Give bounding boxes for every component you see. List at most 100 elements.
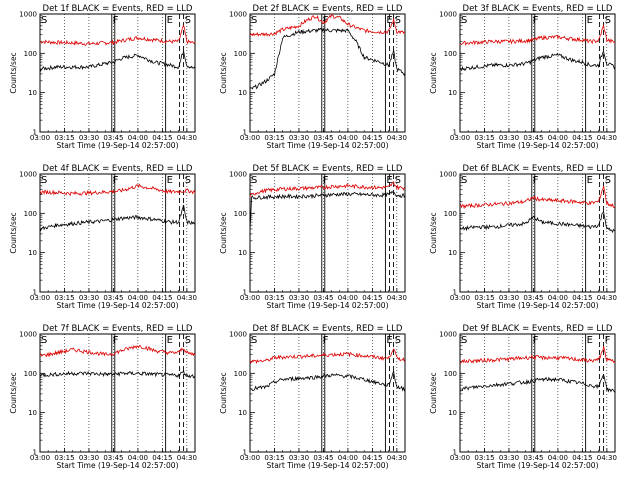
x-tick-label: 04:15 bbox=[362, 454, 382, 462]
x-tick-label: 04:00 bbox=[338, 454, 358, 462]
marker-label: S bbox=[395, 175, 401, 186]
marker-label: F bbox=[323, 335, 329, 346]
y-tick-label: 100 bbox=[444, 50, 457, 58]
marker-label: F bbox=[533, 15, 539, 26]
x-tick-label: 04:30 bbox=[387, 294, 407, 302]
panel-title: Det 3f BLACK = Events, RED = LLD bbox=[463, 4, 613, 14]
x-tick-label: 03:15 bbox=[264, 294, 284, 302]
detector-panel-4: Det 4f BLACK = Events, RED = LLD 03:00 03:… bbox=[9, 164, 197, 310]
x-tick-label: 03:15 bbox=[54, 294, 74, 302]
marker-label: S bbox=[185, 175, 191, 186]
marker-label: F bbox=[533, 335, 539, 346]
x-tick-label: 04:15 bbox=[362, 134, 382, 142]
plot-frame bbox=[249, 173, 406, 293]
events-series-line bbox=[39, 369, 196, 379]
x-tick-label: 03:00 bbox=[240, 294, 260, 302]
x-tick-label: 03:30 bbox=[79, 454, 99, 462]
x-tick-label: 04:00 bbox=[338, 134, 358, 142]
marker-label: E bbox=[587, 335, 593, 346]
marker-label: S bbox=[461, 175, 467, 186]
y-tick-label: 1000 bbox=[439, 331, 457, 339]
x-tick-label: 04:30 bbox=[597, 294, 617, 302]
y-axis-label: Counts/sec bbox=[429, 372, 438, 413]
marker-label: S bbox=[395, 15, 401, 26]
x-tick-label: 03:15 bbox=[474, 134, 494, 142]
y-tick-label: 1000 bbox=[19, 331, 37, 339]
y-tick-label: 10 bbox=[448, 89, 457, 97]
x-tick-label: 04:15 bbox=[572, 134, 592, 142]
x-axis-label: Start Time (19-Sep-14 02:57:00) bbox=[267, 141, 389, 150]
lld-series-line bbox=[249, 181, 406, 198]
y-tick-label: 10 bbox=[238, 89, 247, 97]
marker-label: S bbox=[41, 175, 47, 186]
x-tick-label: 04:00 bbox=[548, 454, 568, 462]
x-axis-label: Start Time (19-Sep-14 02:57:00) bbox=[477, 461, 599, 470]
y-axis-label: Counts/sec bbox=[219, 372, 228, 413]
x-tick-label: 03:00 bbox=[30, 134, 50, 142]
y-axis-label: Counts/sec bbox=[429, 212, 438, 253]
events-series-line bbox=[249, 190, 406, 230]
lld-series-line bbox=[249, 348, 406, 365]
marker-label: E bbox=[386, 15, 392, 26]
detector-panel-6: Det 6f BLACK = Events, RED = LLD 03:00 03:… bbox=[429, 164, 617, 310]
y-tick-label: 10 bbox=[28, 89, 37, 97]
panel-title: Det 4f BLACK = Events, RED = LLD bbox=[43, 164, 193, 174]
x-tick-label: 03:00 bbox=[450, 134, 470, 142]
x-tick-label: 04:15 bbox=[152, 454, 172, 462]
plot-frame bbox=[249, 13, 406, 133]
y-axis-label: Counts/sec bbox=[219, 52, 228, 93]
detector-panel-3: Det 3f BLACK = Events, RED = LLD 03:00 03:… bbox=[429, 4, 617, 150]
events-series-line bbox=[459, 210, 616, 234]
panel-title: Det 9f BLACK = Events, RED = LLD bbox=[463, 324, 613, 334]
y-tick-label: 1 bbox=[453, 129, 457, 137]
x-tick-label: 04:15 bbox=[572, 294, 592, 302]
y-tick-label: 1000 bbox=[439, 171, 457, 179]
plot-frame bbox=[39, 13, 196, 133]
x-tick-label: 03:30 bbox=[289, 294, 309, 302]
x-tick-label: 04:15 bbox=[362, 294, 382, 302]
marker-label: F bbox=[113, 175, 119, 186]
x-tick-label: 03:15 bbox=[474, 454, 494, 462]
x-tick-label: 03:00 bbox=[450, 454, 470, 462]
y-tick-label: 1 bbox=[243, 289, 247, 297]
y-tick-label: 10 bbox=[238, 249, 247, 257]
marker-label: F bbox=[533, 175, 539, 186]
marker-label: S bbox=[41, 15, 47, 26]
y-tick-label: 1 bbox=[33, 289, 37, 297]
plot-frame bbox=[459, 173, 616, 293]
marker-label: S bbox=[251, 335, 257, 346]
y-tick-label: 10 bbox=[28, 409, 37, 417]
x-tick-label: 03:30 bbox=[499, 134, 519, 142]
x-tick-label: 03:45 bbox=[313, 294, 333, 302]
x-axis-label: Start Time (19-Sep-14 02:57:00) bbox=[267, 461, 389, 470]
x-tick-label: 03:00 bbox=[240, 454, 260, 462]
marker-label: E bbox=[386, 175, 392, 186]
x-tick-label: 03:00 bbox=[450, 294, 470, 302]
panel-title: Det 5f BLACK = Events, RED = LLD bbox=[253, 164, 403, 174]
y-tick-label: 100 bbox=[444, 210, 457, 218]
y-tick-label: 10 bbox=[448, 249, 457, 257]
y-tick-label: 100 bbox=[234, 210, 247, 218]
events-series-line bbox=[39, 204, 196, 232]
plot-frame bbox=[459, 13, 616, 133]
y-tick-label: 1000 bbox=[229, 171, 247, 179]
events-series-line bbox=[459, 373, 616, 394]
x-tick-label: 03:45 bbox=[103, 294, 123, 302]
y-tick-label: 1 bbox=[243, 449, 247, 457]
panel-title: Det 1f BLACK = Events, RED = LLD bbox=[43, 4, 193, 14]
x-tick-label: 04:30 bbox=[597, 454, 617, 462]
x-axis-label: Start Time (19-Sep-14 02:57:00) bbox=[57, 301, 179, 310]
y-tick-label: 1 bbox=[453, 449, 457, 457]
x-axis-label: Start Time (19-Sep-14 02:57:00) bbox=[477, 141, 599, 150]
x-tick-label: 04:15 bbox=[572, 454, 592, 462]
y-tick-label: 10 bbox=[238, 409, 247, 417]
x-tick-label: 03:30 bbox=[289, 454, 309, 462]
x-axis-label: Start Time (19-Sep-14 02:57:00) bbox=[267, 301, 389, 310]
events-series-line bbox=[459, 50, 616, 72]
events-series-line bbox=[249, 27, 406, 90]
x-tick-label: 03:00 bbox=[30, 454, 50, 462]
x-tick-label: 03:45 bbox=[103, 134, 123, 142]
lld-series-line bbox=[39, 183, 196, 197]
